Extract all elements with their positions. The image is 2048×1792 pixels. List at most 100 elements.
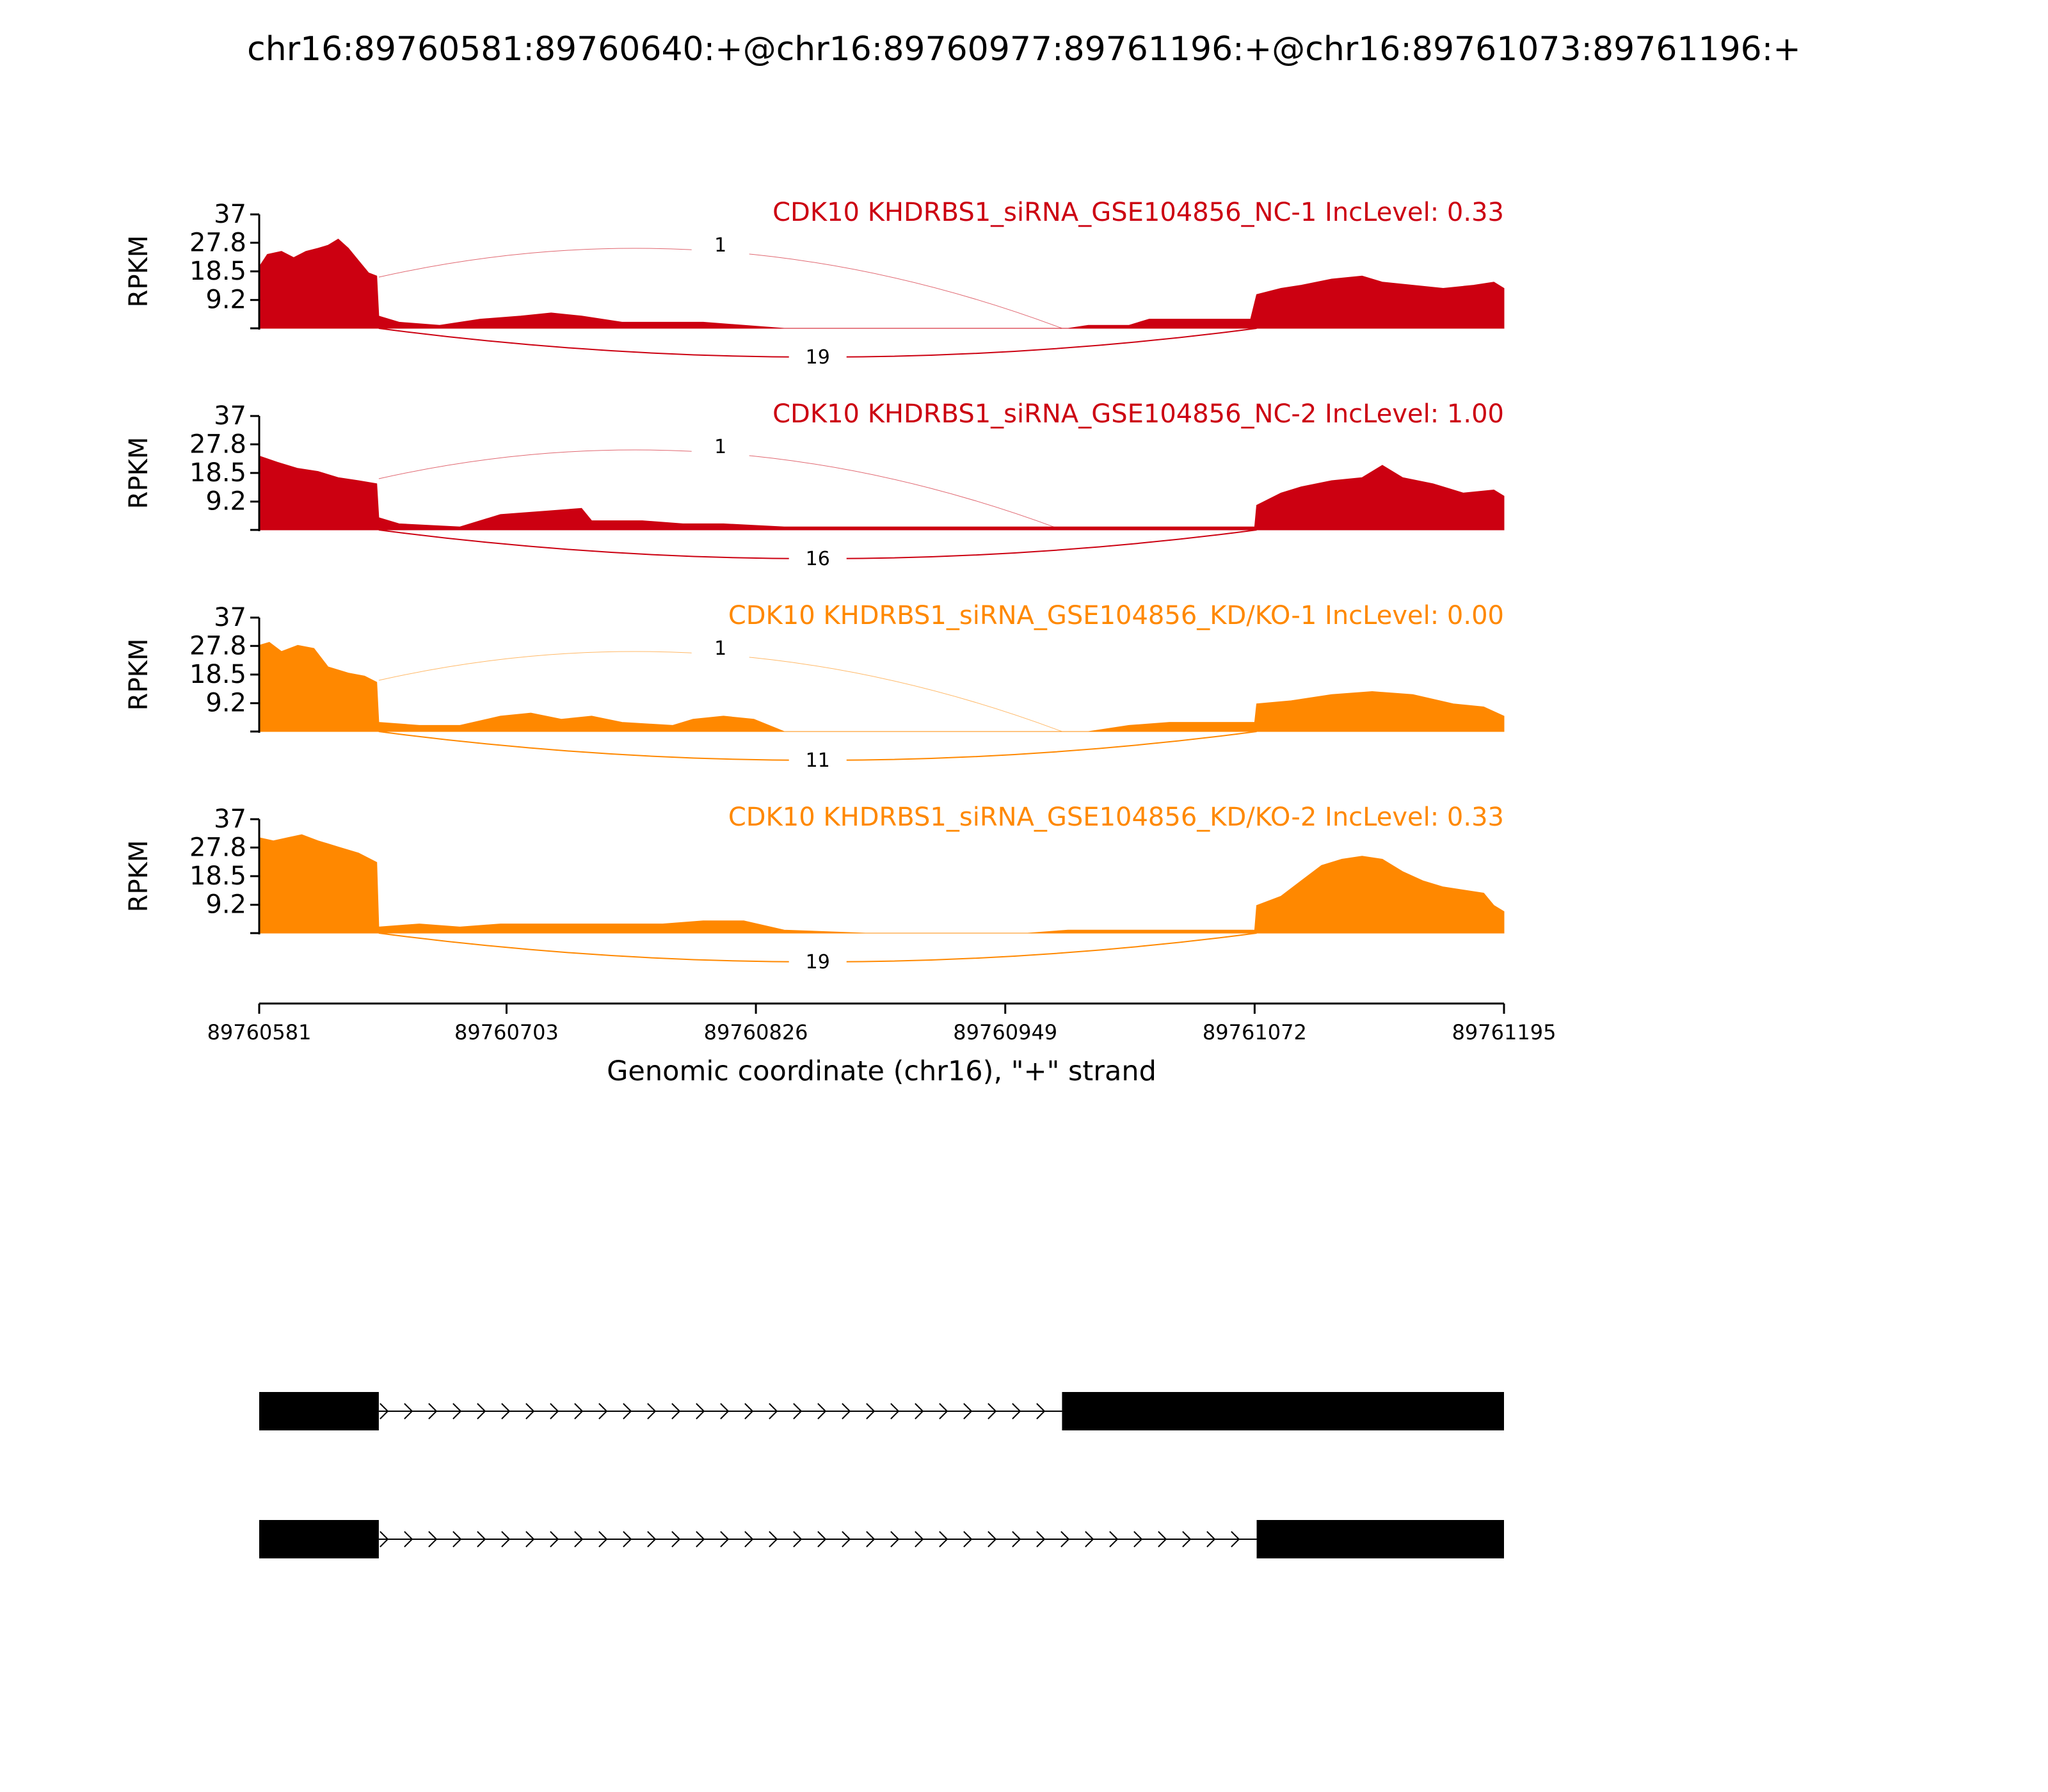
strand-arrow-icon — [598, 1403, 608, 1420]
y-tick-label: 37 — [214, 804, 246, 834]
strand-arrow-icon — [1012, 1531, 1021, 1548]
y-tick-label: 37 — [214, 603, 246, 632]
strand-arrow-icon — [647, 1403, 657, 1420]
transcript-model — [259, 1520, 1504, 1558]
strand-arrow-icon — [501, 1403, 511, 1420]
strand-arrow-icon — [1036, 1531, 1046, 1548]
strand-arrow-icon — [404, 1531, 413, 1548]
junction-label-bg — [691, 234, 749, 258]
y-tick-label: 9.2 — [205, 689, 246, 718]
x-tick-label: 89761195 — [1452, 1020, 1556, 1044]
plot-title: chr16:89760581:89760640:+@chr16:89760977… — [247, 30, 1801, 68]
strand-arrow-icon — [744, 1403, 754, 1420]
coverage-area — [259, 238, 1505, 329]
strand-arrow-icon — [915, 1531, 924, 1548]
y-tick-label: 18.5 — [189, 660, 246, 689]
y-axis-label: RPKM — [124, 639, 154, 711]
y-axis-label: RPKM — [124, 437, 154, 509]
strand-arrow-icon — [890, 1531, 900, 1548]
sample-title: CDK10 KHDRBS1_siRNA_GSE104856_NC-2 IncLe… — [772, 399, 1504, 429]
junction-count: 1 — [714, 436, 726, 458]
strand-arrow-icon — [939, 1531, 948, 1548]
junction-count: 11 — [806, 749, 830, 772]
strand-arrow-icon — [963, 1403, 973, 1420]
strand-arrow-icon — [988, 1531, 997, 1548]
y-tick-label: 9.2 — [205, 487, 246, 516]
junction-count: 1 — [714, 637, 726, 660]
strand-arrow-icon — [866, 1403, 876, 1420]
strand-arrow-icon — [550, 1403, 559, 1420]
strand-arrow-icon — [915, 1403, 924, 1420]
junction-arc — [378, 449, 1062, 531]
strand-arrow-icon — [744, 1531, 754, 1548]
exon-block — [1256, 1520, 1504, 1558]
strand-arrow-icon — [452, 1531, 462, 1548]
strand-arrow-icon — [1109, 1531, 1119, 1548]
strand-arrow-icon — [1012, 1403, 1021, 1420]
strand-arrow-icon — [696, 1403, 705, 1420]
y-tick-label: 27.8 — [189, 833, 246, 862]
strand-arrow-icon — [525, 1403, 535, 1420]
exon-block — [1062, 1392, 1504, 1430]
x-tick-label: 89760949 — [953, 1020, 1057, 1044]
junction-label-bg — [691, 637, 749, 661]
strand-arrow-icon — [574, 1531, 584, 1548]
gene-models — [259, 1392, 1504, 1558]
x-tick-label: 89761072 — [1203, 1020, 1307, 1044]
strand-arrow-icon — [477, 1403, 486, 1420]
strand-arrow-icon — [817, 1403, 827, 1420]
x-tick-label: 89760703 — [454, 1020, 559, 1044]
strand-arrow-icon — [380, 1403, 389, 1420]
junction-label-bg — [788, 547, 847, 572]
x-axis-label: Genomic coordinate (chr16), "+" strand — [607, 1055, 1156, 1087]
y-tick-label: 27.8 — [189, 631, 246, 660]
junction-count: 1 — [714, 234, 726, 257]
x-tick-label: 89760826 — [704, 1020, 808, 1044]
strand-arrow-icon — [1133, 1531, 1143, 1548]
strand-arrow-icon — [963, 1531, 973, 1548]
y-axis-label: RPKM — [124, 840, 154, 913]
strand-arrow-icon — [817, 1531, 827, 1548]
strand-arrow-icon — [647, 1531, 657, 1548]
strand-arrow-icon — [428, 1531, 438, 1548]
exon-block — [259, 1392, 379, 1430]
y-tick-label: 27.8 — [189, 429, 246, 459]
transcript-model — [259, 1392, 1504, 1430]
strand-arrow-icon — [793, 1403, 803, 1420]
strand-arrow-icon — [890, 1403, 900, 1420]
strand-arrow-icon — [1158, 1531, 1167, 1548]
y-tick-label: 27.8 — [189, 228, 246, 257]
coverage-area — [259, 834, 1505, 934]
y-tick-label: 9.2 — [205, 890, 246, 920]
strand-arrow-icon — [720, 1403, 730, 1420]
strand-arrow-icon — [623, 1403, 632, 1420]
strand-arrow-icon — [404, 1403, 413, 1420]
strand-arrow-icon — [550, 1531, 559, 1548]
strand-arrow-icon — [769, 1531, 778, 1548]
strand-arrow-icon — [380, 1531, 389, 1548]
junction-count: 19 — [806, 951, 830, 973]
strand-arrow-icon — [720, 1531, 730, 1548]
strand-arrow-icon — [1085, 1531, 1094, 1548]
junction-label-bg — [788, 346, 847, 370]
y-tick-label: 9.2 — [205, 285, 246, 315]
sample-title: CDK10 KHDRBS1_siRNA_GSE104856_KD/KO-1 In… — [728, 601, 1504, 630]
strand-arrow-icon — [501, 1531, 511, 1548]
coverage-area — [259, 641, 1505, 732]
coverage-area — [259, 455, 1505, 531]
y-tick-label: 18.5 — [189, 458, 246, 488]
sample-title: CDK10 KHDRBS1_siRNA_GSE104856_NC-1 IncLe… — [772, 198, 1504, 227]
strand-arrow-icon — [623, 1531, 632, 1548]
exon-block — [259, 1520, 379, 1558]
junction-label-bg — [691, 435, 749, 460]
strand-arrow-icon — [574, 1403, 584, 1420]
strand-arrow-icon — [452, 1403, 462, 1420]
strand-arrow-icon — [1060, 1531, 1070, 1548]
strand-arrow-icon — [866, 1531, 876, 1548]
strand-arrow-icon — [1036, 1403, 1046, 1420]
strand-arrow-icon — [671, 1531, 681, 1548]
junction-label-bg — [788, 950, 847, 975]
